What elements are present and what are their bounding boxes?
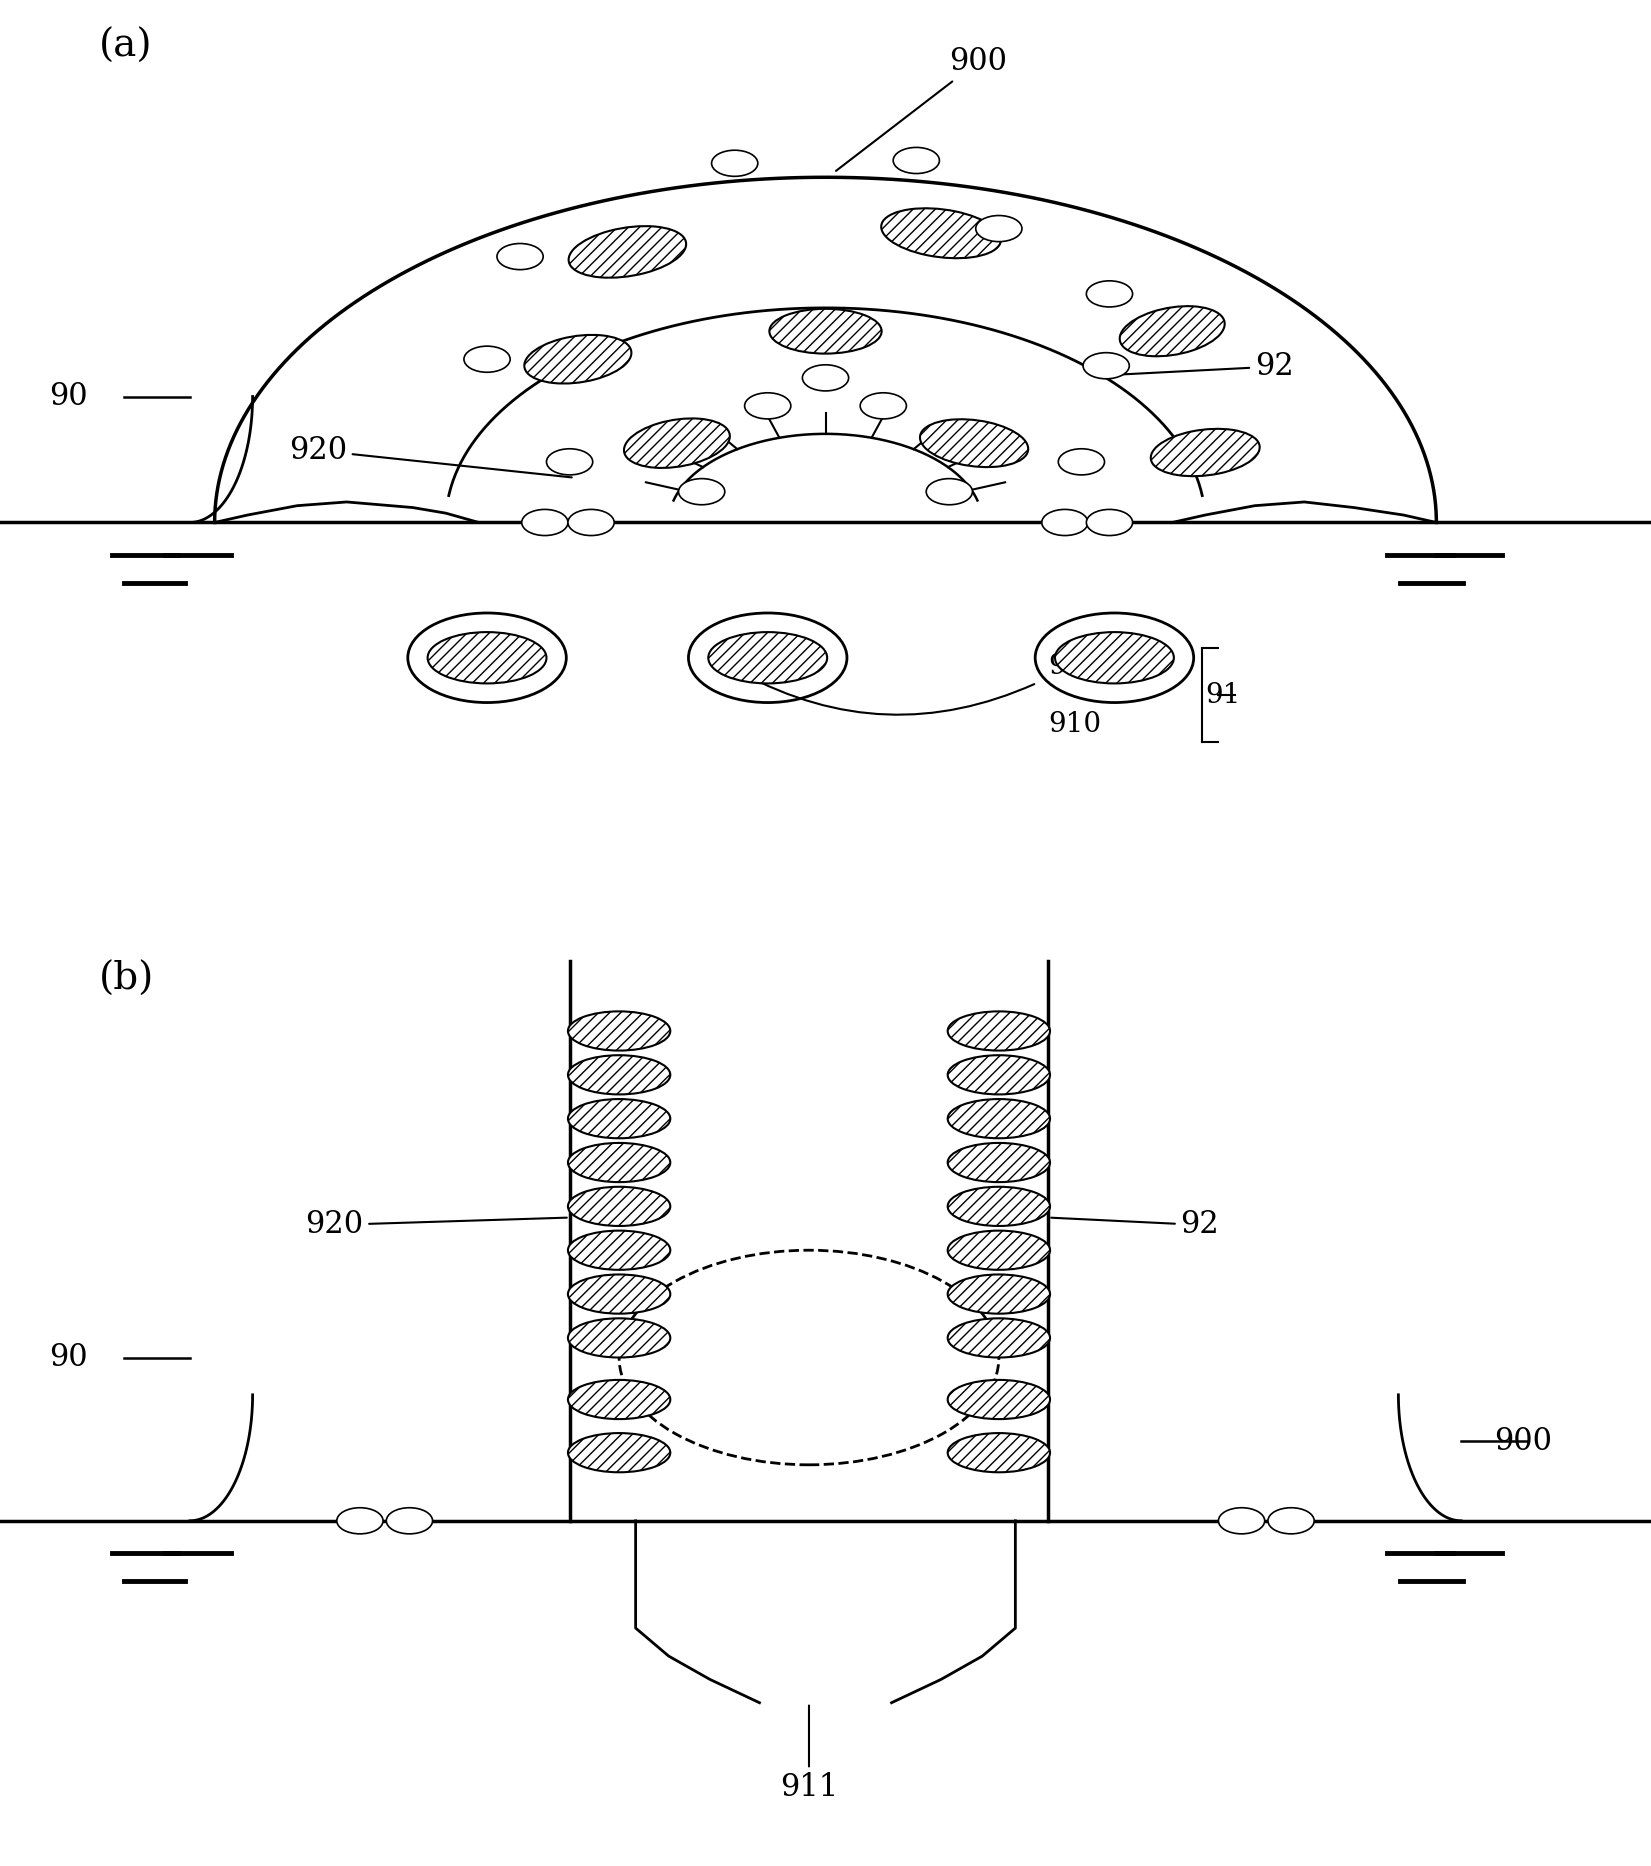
Circle shape xyxy=(408,612,566,702)
Circle shape xyxy=(926,480,972,504)
Circle shape xyxy=(688,612,847,702)
Text: (a): (a) xyxy=(99,28,152,65)
Circle shape xyxy=(386,1508,433,1534)
Ellipse shape xyxy=(948,1232,1050,1271)
Text: 90: 90 xyxy=(50,381,88,412)
Ellipse shape xyxy=(882,209,1001,258)
Circle shape xyxy=(745,394,791,418)
Text: 900: 900 xyxy=(1494,1426,1552,1457)
Ellipse shape xyxy=(428,633,546,683)
Circle shape xyxy=(1268,1508,1314,1534)
Ellipse shape xyxy=(920,420,1029,466)
Text: 911: 911 xyxy=(779,1706,839,1803)
Circle shape xyxy=(1218,1508,1265,1534)
Ellipse shape xyxy=(948,1056,1050,1093)
Text: 91: 91 xyxy=(1205,683,1240,709)
Circle shape xyxy=(860,394,906,418)
Ellipse shape xyxy=(948,1099,1050,1138)
Ellipse shape xyxy=(708,633,827,683)
Ellipse shape xyxy=(948,1381,1050,1418)
Ellipse shape xyxy=(568,1187,670,1226)
Ellipse shape xyxy=(568,1232,670,1271)
Ellipse shape xyxy=(568,1056,670,1093)
Circle shape xyxy=(1042,509,1088,536)
Circle shape xyxy=(1035,612,1194,702)
Circle shape xyxy=(1086,282,1133,306)
Ellipse shape xyxy=(948,1317,1050,1358)
Ellipse shape xyxy=(624,418,730,468)
Circle shape xyxy=(976,216,1022,241)
Ellipse shape xyxy=(1119,306,1225,356)
Ellipse shape xyxy=(568,226,687,278)
Ellipse shape xyxy=(948,1433,1050,1472)
Circle shape xyxy=(712,151,758,177)
Ellipse shape xyxy=(948,1274,1050,1314)
Circle shape xyxy=(679,480,725,504)
Text: (b): (b) xyxy=(99,961,155,998)
Ellipse shape xyxy=(568,1099,670,1138)
Ellipse shape xyxy=(568,1274,670,1314)
Text: 910: 910 xyxy=(1048,711,1101,739)
Text: 92: 92 xyxy=(1052,1209,1218,1241)
Circle shape xyxy=(568,509,614,536)
Ellipse shape xyxy=(948,1011,1050,1051)
Ellipse shape xyxy=(568,1433,670,1472)
Text: 920: 920 xyxy=(305,1209,566,1241)
Ellipse shape xyxy=(525,334,631,384)
Ellipse shape xyxy=(948,1187,1050,1226)
Circle shape xyxy=(522,509,568,536)
Ellipse shape xyxy=(769,310,882,355)
Circle shape xyxy=(1086,509,1133,536)
Circle shape xyxy=(1058,450,1105,474)
Ellipse shape xyxy=(568,1317,670,1358)
Text: 920: 920 xyxy=(289,435,571,478)
Circle shape xyxy=(546,450,593,474)
Circle shape xyxy=(1083,353,1129,379)
Ellipse shape xyxy=(568,1381,670,1418)
Ellipse shape xyxy=(1151,429,1260,476)
Text: 911: 911 xyxy=(1048,653,1101,679)
Circle shape xyxy=(497,244,543,269)
Ellipse shape xyxy=(948,1142,1050,1183)
Text: 900: 900 xyxy=(835,47,1007,172)
Ellipse shape xyxy=(1055,633,1174,683)
Ellipse shape xyxy=(568,1142,670,1183)
Ellipse shape xyxy=(568,1011,670,1051)
Circle shape xyxy=(802,366,849,390)
Text: 90: 90 xyxy=(50,1342,88,1373)
Circle shape xyxy=(893,147,939,174)
Circle shape xyxy=(337,1508,383,1534)
Circle shape xyxy=(464,347,510,371)
Text: 92: 92 xyxy=(1113,351,1293,383)
